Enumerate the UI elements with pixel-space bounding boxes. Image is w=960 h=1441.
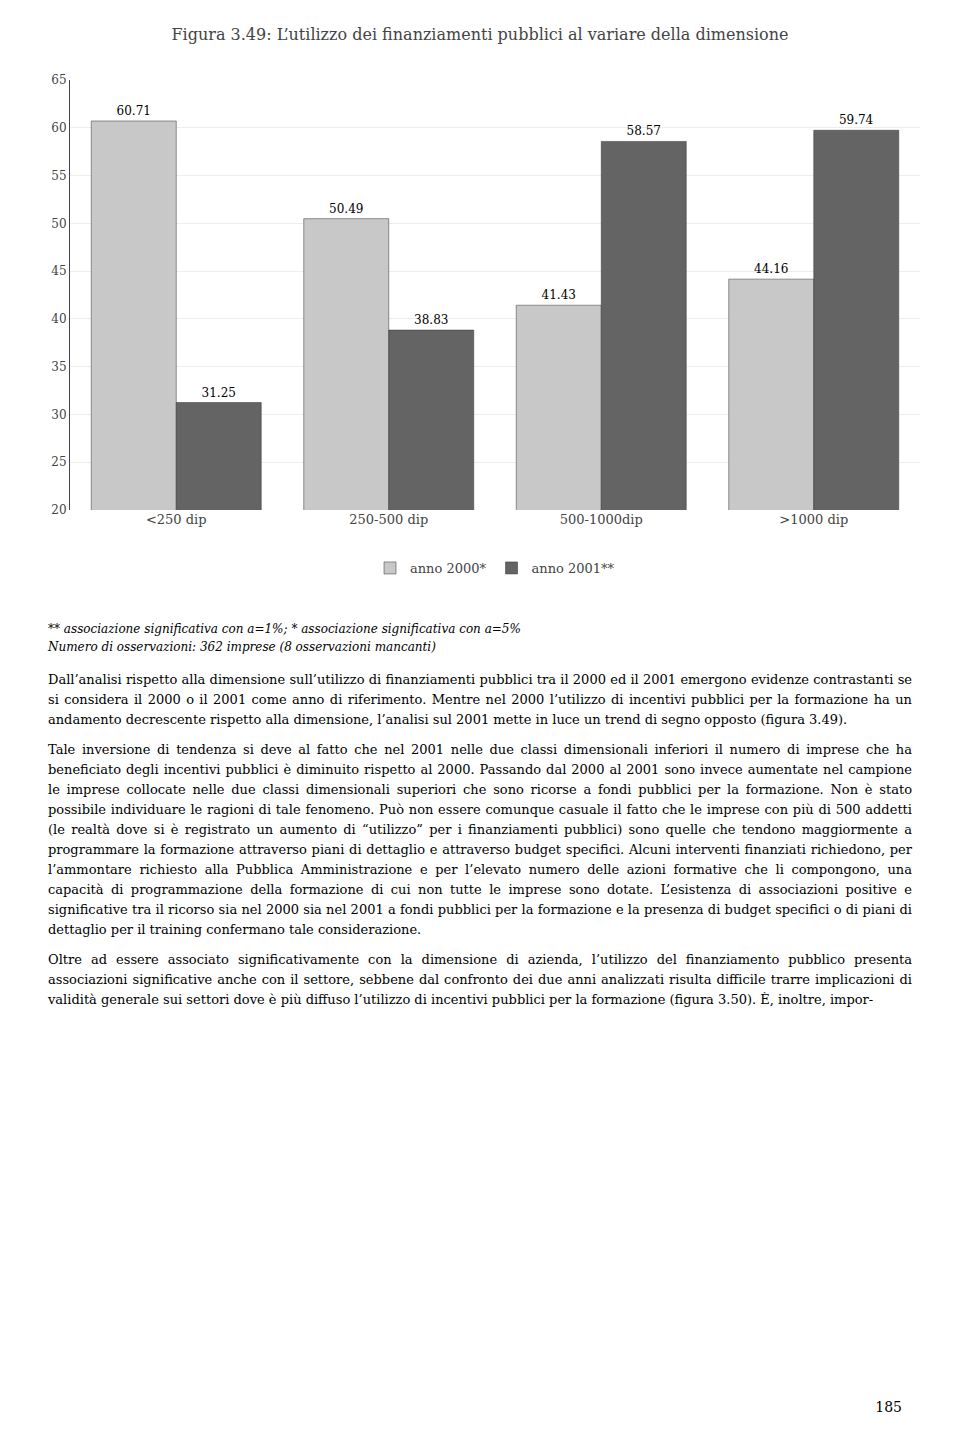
svg-text:35: 35	[51, 360, 66, 374]
svg-text:55: 55	[51, 169, 66, 183]
svg-text:59.74: 59.74	[839, 113, 874, 127]
svg-text:38.83: 38.83	[414, 313, 448, 327]
html-text:Dall’analisi rispetto alla dim: Dall’analisi rispetto alla dimensione su…	[48, 672, 912, 727]
svg-text:250-500 dip: 250-500 dip	[349, 512, 428, 527]
svg-text:60.71: 60.71	[117, 104, 151, 118]
html-text:185: 185	[875, 1399, 902, 1415]
svg-text:<250 dip: <250 dip	[146, 512, 207, 527]
svg-text:50.49: 50.49	[329, 202, 363, 216]
html-text:** associazione significativa: ** associazione significativa con a=1%; …	[48, 622, 521, 636]
svg-text:50: 50	[51, 217, 66, 231]
svg-text:41.43: 41.43	[542, 288, 576, 302]
svg-text:anno 2001**: anno 2001**	[532, 561, 615, 576]
svg-text:40: 40	[51, 312, 66, 326]
svg-text:anno 2000*: anno 2000*	[410, 561, 487, 576]
html-text:Oltre ad essere associato sign: Oltre ad essere associato significativam…	[48, 952, 912, 1007]
svg-text:44.16: 44.16	[754, 262, 788, 276]
html-text:Tale inversione di tendenza si: Tale inversione di tendenza si deve al f…	[48, 742, 912, 937]
svg-text:Figura 3.49: L’utilizzo dei fi: Figura 3.49: L’utilizzo dei finanziament…	[172, 25, 789, 44]
svg-text:65: 65	[51, 73, 66, 87]
svg-text:25: 25	[51, 455, 66, 469]
svg-text:58.57: 58.57	[627, 124, 661, 138]
svg-text:31.25: 31.25	[202, 386, 236, 400]
svg-text:20: 20	[51, 503, 66, 517]
svg-text:30: 30	[51, 408, 66, 422]
svg-text:500-1000dip: 500-1000dip	[560, 512, 643, 527]
svg-text:>1000 dip: >1000 dip	[779, 512, 848, 527]
html-text:Numero di osservazioni: 362 im: Numero di osservazioni: 362 imprese (8 o…	[48, 640, 436, 654]
svg-text:60: 60	[51, 121, 66, 135]
svg-text:45: 45	[51, 264, 66, 278]
